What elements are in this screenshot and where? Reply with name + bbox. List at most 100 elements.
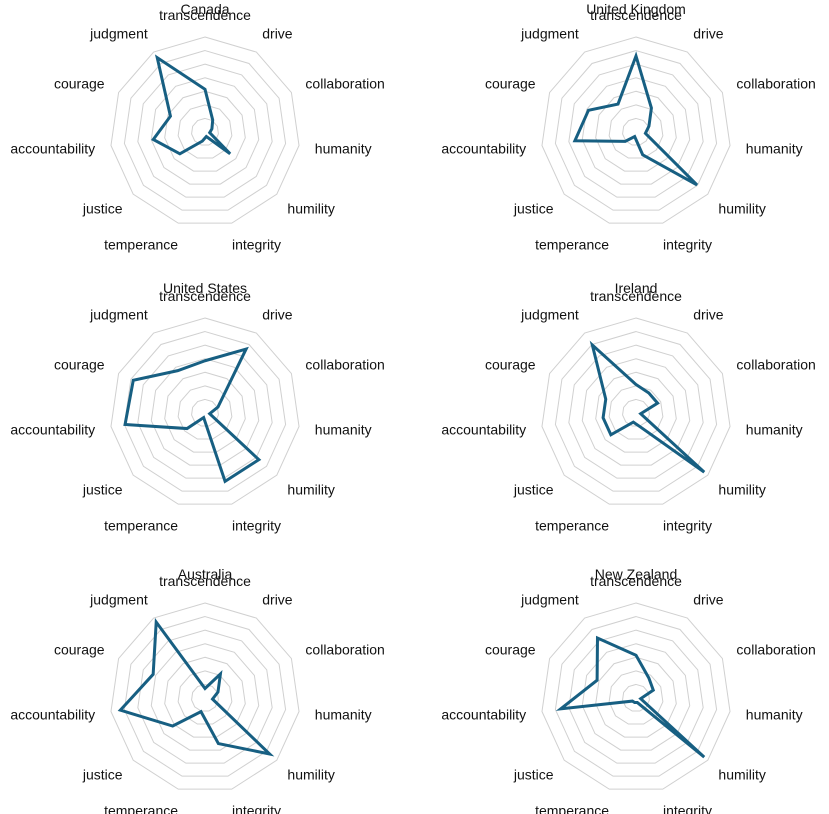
- grid-ring: [608, 104, 664, 159]
- axis-label-collaboration: collaboration: [736, 356, 815, 372]
- axis-label-judgment: judgment: [89, 592, 148, 608]
- series-line-united-states: [123, 346, 262, 484]
- radar-chart-canada: transcendence drive collaboration humanity h…: [10, 1, 384, 252]
- axis-label-temperance: temperance: [104, 517, 178, 533]
- axis-label-judgment: judgment: [89, 307, 148, 323]
- chart-title: New Zealand: [595, 566, 678, 582]
- axis-label-humanity: humanity: [746, 707, 803, 723]
- axis-label-humility: humility: [287, 201, 334, 217]
- axis-label-drive: drive: [262, 26, 293, 42]
- chart-title: Australia: [178, 566, 233, 582]
- axis-label-accountability: accountability: [441, 707, 526, 723]
- chart-title: United States: [163, 280, 247, 296]
- axis-label-courage: courage: [485, 356, 536, 372]
- axis-label-drive: drive: [693, 592, 724, 608]
- series-line-australia: [117, 617, 275, 757]
- grid-ring: [137, 63, 273, 198]
- grid-ring: [554, 616, 718, 777]
- grid-ring: [137, 629, 273, 764]
- axis-label-collaboration: collaboration: [305, 356, 384, 372]
- chart-title: United Kingdom: [586, 1, 686, 17]
- grid-ring: [595, 90, 677, 172]
- axis-label-humanity: humanity: [315, 141, 372, 157]
- grid-ring: [622, 398, 650, 427]
- grid-ring: [581, 643, 691, 751]
- grid-ring: [581, 358, 691, 466]
- axis-label-transcendence: transcendence: [159, 288, 251, 304]
- axis-label-temperance: temperance: [104, 236, 178, 252]
- axis-label-transcendence: transcendence: [590, 288, 682, 304]
- axis-label-accountability: accountability: [441, 141, 526, 157]
- grid-ring: [123, 616, 287, 777]
- axis-label-judgment: judgment: [520, 307, 579, 323]
- axis-label-humanity: humanity: [746, 422, 803, 438]
- axis-label-accountability: accountability: [10, 422, 95, 438]
- axis-label-transcendence: transcendence: [159, 573, 251, 589]
- axis-label-courage: courage: [485, 75, 536, 91]
- axis-label-integrity: integrity: [232, 517, 281, 533]
- radar-chart-ireland: transcendence drive collaboration humanity h…: [441, 280, 815, 533]
- grid-ring: [191, 117, 219, 146]
- axis-label-transcendence: transcendence: [159, 7, 251, 23]
- grid-ring: [123, 331, 287, 492]
- axis-label-humanity: humanity: [315, 422, 372, 438]
- grid-ring: [110, 602, 300, 790]
- axis-label-drive: drive: [262, 307, 293, 323]
- series-line-new-zealand: [555, 635, 706, 759]
- grid-ring: [608, 385, 664, 440]
- axis-label-drive: drive: [693, 307, 724, 323]
- grid-ring: [123, 50, 287, 211]
- axis-label-courage: courage: [54, 75, 105, 91]
- grid-ring: [568, 344, 704, 479]
- grid-ring: [177, 385, 233, 440]
- axis-label-integrity: integrity: [663, 236, 712, 252]
- grid-ring: [191, 683, 219, 712]
- axis-label-drive: drive: [262, 592, 293, 608]
- axis-label-humanity: humanity: [315, 707, 372, 723]
- radar-chart-australia: transcendence drive collaboration humanity h…: [10, 566, 384, 814]
- chart-title: Canada: [180, 1, 229, 17]
- grid-ring: [177, 104, 233, 159]
- grid-ring: [150, 643, 260, 751]
- axis-label-justice: justice: [513, 482, 554, 498]
- axis-label-drive: drive: [693, 26, 724, 42]
- axis-label-courage: courage: [54, 356, 105, 372]
- axis-label-accountability: accountability: [441, 422, 526, 438]
- grid-ring: [608, 670, 664, 725]
- grid-ring: [595, 371, 677, 453]
- grid-ring: [164, 90, 246, 172]
- axis-label-humility: humility: [287, 482, 334, 498]
- grid-ring: [568, 63, 704, 198]
- grid-ring: [150, 77, 260, 185]
- axis-label-humanity: humanity: [746, 141, 803, 157]
- axis-label-justice: justice: [82, 767, 123, 783]
- grid-ring: [622, 117, 650, 146]
- axis-label-humility: humility: [718, 767, 765, 783]
- grid-ring: [595, 656, 677, 738]
- grid-ring: [110, 317, 300, 505]
- grid-ring: [622, 683, 650, 712]
- radar-chart-united-kingdom: transcendence drive collaboration humanity h…: [441, 1, 815, 252]
- grid-ring: [177, 670, 233, 725]
- axis-label-temperance: temperance: [535, 802, 609, 814]
- axis-label-humility: humility: [718, 201, 765, 217]
- series-line-ireland: [589, 340, 706, 474]
- axis-label-justice: justice: [513, 201, 554, 217]
- axis-label-transcendence: transcendence: [590, 573, 682, 589]
- axis-label-temperance: temperance: [535, 517, 609, 533]
- series-line-canada: [151, 54, 232, 156]
- grid-ring: [541, 317, 731, 505]
- grid-ring: [581, 77, 691, 185]
- axis-label-judgment: judgment: [89, 26, 148, 42]
- grid-ring: [164, 371, 246, 453]
- series-line-united-kingdom: [572, 51, 699, 187]
- radar-chart-united-states: transcendence drive collaboration humanity h…: [10, 280, 384, 533]
- axis-label-collaboration: collaboration: [736, 75, 815, 91]
- axis-label-integrity: integrity: [232, 802, 281, 814]
- chart-title: Ireland: [615, 280, 658, 296]
- axis-label-humility: humility: [287, 767, 334, 783]
- axis-label-transcendence: transcendence: [590, 7, 682, 23]
- grid-ring: [164, 656, 246, 738]
- axis-label-temperance: temperance: [104, 802, 178, 814]
- grid-ring: [110, 36, 300, 224]
